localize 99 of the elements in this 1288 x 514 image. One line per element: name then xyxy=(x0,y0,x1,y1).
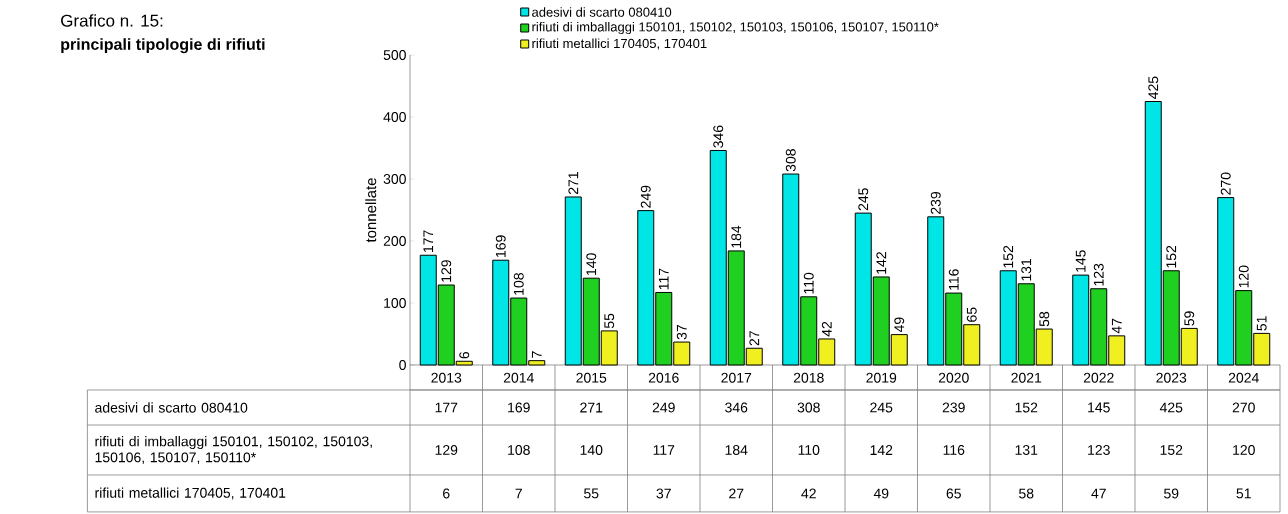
annotation: 131 xyxy=(1021,258,1032,281)
x-tick-label: 2021 xyxy=(1011,372,1042,383)
data-label: 42 xyxy=(801,488,816,499)
data-label: 37 xyxy=(656,488,671,499)
annotation: 27 xyxy=(749,331,760,346)
annotation: 346 xyxy=(713,125,724,148)
annotation: 270 xyxy=(1220,172,1231,195)
data-label: 7 xyxy=(515,488,522,499)
annotation: 169 xyxy=(495,235,506,257)
annotation: 152 xyxy=(1166,245,1177,268)
data-label: 270 xyxy=(1232,402,1255,413)
data-label: 152 xyxy=(1015,402,1038,413)
annotation: 152 xyxy=(1003,245,1014,268)
legend-label: adesivi di scarto 080410 xyxy=(532,7,672,17)
text: adesivi di scarto 080410 xyxy=(95,402,248,413)
annotation: 117 xyxy=(658,268,669,290)
data-label: 145 xyxy=(1088,402,1110,413)
legend-label: rifiuti metallici 170405, 170401 xyxy=(532,38,707,50)
x-tick-label: 2016 xyxy=(648,372,679,383)
x-tick-label: 2013 xyxy=(431,372,462,383)
annotation: 51 xyxy=(1256,316,1267,331)
annotation: 65 xyxy=(966,307,977,322)
x-tick-label: 2020 xyxy=(938,372,969,383)
annotation: 142 xyxy=(876,252,887,274)
annotation: 59 xyxy=(1184,311,1195,326)
annotation: 49 xyxy=(894,317,905,333)
y-tick-label: 400 xyxy=(383,112,406,122)
data-label: 142 xyxy=(870,445,893,455)
y-tick-label: 0 xyxy=(399,360,406,370)
x-tick-label: 2023 xyxy=(1156,372,1187,383)
x-tick-label: 2015 xyxy=(576,372,607,383)
data-label: 308 xyxy=(797,402,820,413)
y-axis-title: tonnellate xyxy=(365,178,377,243)
data-label: 49 xyxy=(873,488,889,499)
x-tick-label: 2017 xyxy=(721,372,752,383)
annotation: 47 xyxy=(1111,318,1122,334)
annotation: 55 xyxy=(604,313,615,329)
data-label: 55 xyxy=(584,488,599,499)
y-tick-label: 500 xyxy=(383,50,406,60)
legend-label: rifiuti di imballaggi 150101, 150102, 150103, 150106, 150107, 150110* xyxy=(532,21,939,35)
data-label: 271 xyxy=(580,402,603,413)
data-label: 108 xyxy=(508,445,530,455)
annotation: 129 xyxy=(441,260,452,282)
y-tick-label: 300 xyxy=(383,174,406,184)
x-tick-label: 2019 xyxy=(866,372,897,383)
x-tick-label: 2024 xyxy=(1228,372,1259,383)
text: rifiuti di imballaggi 150101, 150102, 150103, 150106, 150107, 150110* xyxy=(95,436,372,464)
data-label: 425 xyxy=(1159,402,1183,413)
y-tick-label: 100 xyxy=(384,298,406,308)
data-label: 140 xyxy=(580,445,603,455)
data-label: 6 xyxy=(443,488,450,499)
annotation: 42 xyxy=(821,321,832,337)
annotation: 7 xyxy=(531,351,542,358)
data-label: 110 xyxy=(798,445,820,455)
annotation: 425 xyxy=(1148,76,1159,99)
data-label: 245 xyxy=(870,402,893,413)
data-label: 131 xyxy=(1015,445,1038,455)
annotation: 271 xyxy=(568,172,579,195)
x-tick-label: 2018 xyxy=(793,372,824,383)
annotation: 110 xyxy=(803,272,814,294)
annotation: 245 xyxy=(858,188,869,211)
data-label: 58 xyxy=(1019,488,1034,499)
data-label: 51 xyxy=(1236,488,1251,499)
annotation: 308 xyxy=(785,149,796,172)
data-label: 346 xyxy=(725,402,748,413)
data-label: 59 xyxy=(1164,488,1179,499)
annotation: 184 xyxy=(731,225,742,248)
data-label: 249 xyxy=(652,402,675,413)
data-label: 184 xyxy=(725,445,748,455)
y-tick-label: 200 xyxy=(383,236,406,246)
annotation: 58 xyxy=(1039,311,1050,327)
annotation: 108 xyxy=(513,273,524,295)
data-label: 65 xyxy=(946,488,961,499)
data-label: 169 xyxy=(508,402,530,413)
annotation: 249 xyxy=(640,185,651,208)
text: principali tipologie di rifiuti xyxy=(61,38,265,54)
annotation: 177 xyxy=(423,230,434,252)
data-label: 120 xyxy=(1233,445,1255,455)
x-tick-label: 2022 xyxy=(1083,372,1114,383)
data-label: 177 xyxy=(435,402,458,413)
data-label: 239 xyxy=(942,402,965,413)
annotation: 239 xyxy=(930,191,941,214)
annotation: 145 xyxy=(1075,250,1086,272)
annotation: 116 xyxy=(948,269,959,290)
annotation: 6 xyxy=(459,351,470,359)
data-label: 117 xyxy=(653,445,675,455)
data-label: 116 xyxy=(943,445,965,455)
x-tick-label: 2014 xyxy=(503,372,534,383)
text: rifiuti metallici 170405, 170401 xyxy=(95,487,286,500)
data-label: 129 xyxy=(435,445,458,455)
annotation: 123 xyxy=(1093,263,1104,286)
data-label: 123 xyxy=(1088,445,1110,455)
text: Grafico n. 15: xyxy=(61,14,163,27)
annotation: 120 xyxy=(1238,265,1249,288)
data-label: 47 xyxy=(1091,488,1106,499)
annotation: 140 xyxy=(586,253,597,275)
data-label: 27 xyxy=(729,488,744,499)
annotation: 37 xyxy=(676,324,687,340)
data-label: 152 xyxy=(1160,445,1183,455)
